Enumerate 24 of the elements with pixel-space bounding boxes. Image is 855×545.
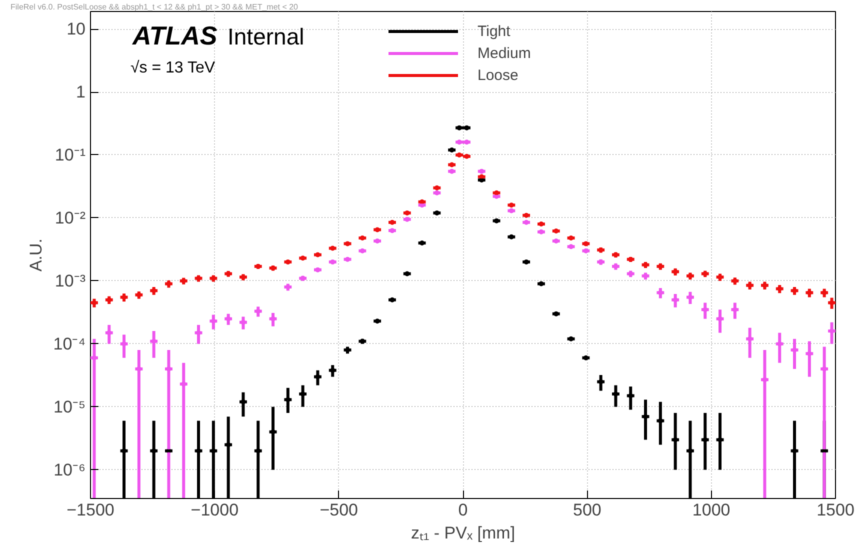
x-axis-title: zₜ₁ - PVₓ [mm] [410, 524, 516, 542]
x-tick-label: 1000 [692, 500, 730, 520]
y-tick-label: 10⁻³ [54, 271, 86, 290]
x-tick-label: 1500 [816, 500, 854, 520]
y-tick-label: 10⁻⁶ [54, 460, 86, 480]
x-tick-label: −1500 [66, 500, 114, 520]
x-tick-label: −1000 [190, 500, 239, 520]
y-tick-label: 10⁻¹ [54, 145, 86, 164]
y-tick-label: 10 [66, 20, 86, 39]
text: FileRel v6.0. PostSelLoose && absph1_t < 12 && ph1_pt > 30 && MET_met < 20 [10, 2, 299, 12]
x-tick-label: −500 [320, 500, 358, 520]
y-tick-label: 10⁻² [54, 208, 86, 228]
y-tick-label: 10⁻⁵ [54, 397, 86, 416]
x-tick-label: 500 [572, 500, 602, 520]
legend-label: Medium [478, 44, 532, 62]
y-tick-label: 10⁻⁴ [53, 334, 86, 354]
x-tick-label: 0 [458, 500, 468, 520]
legend-label: Tight [478, 22, 512, 40]
y-axis-title: A.U. [26, 238, 46, 272]
y-tick-label: 1 [76, 82, 86, 102]
annotation: ATLAS [132, 20, 218, 50]
annotation: Internal [228, 24, 304, 50]
annotation: √s = 13 TeV [130, 60, 216, 76]
legend-label: Loose [478, 66, 520, 84]
